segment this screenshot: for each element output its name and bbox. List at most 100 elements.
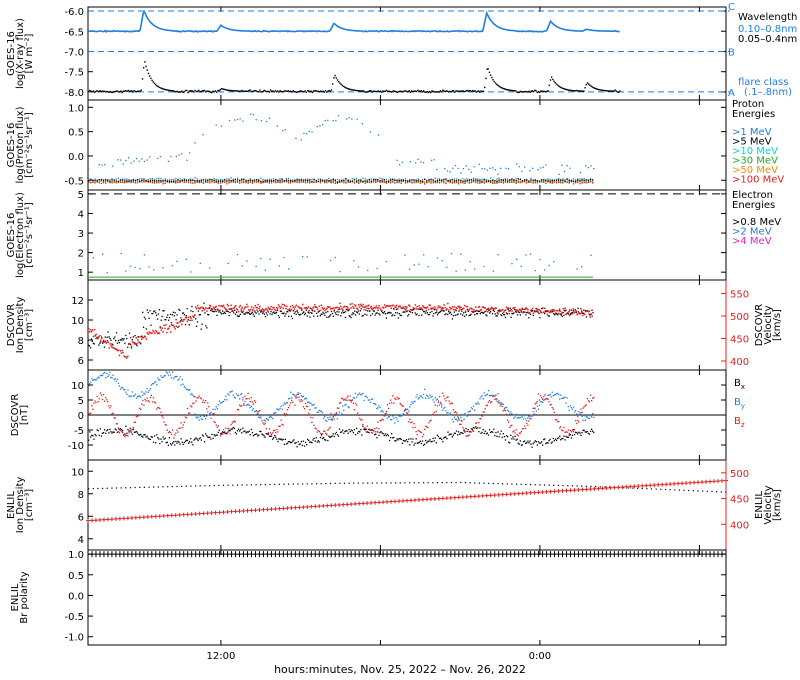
xray-short-point — [216, 91, 218, 93]
xray-short-point — [235, 90, 237, 92]
proton-point — [145, 180, 147, 183]
proton-point — [153, 179, 156, 181]
density-point — [430, 307, 432, 309]
proton-point — [549, 182, 551, 184]
by-point — [577, 415, 579, 418]
velocity-point — [409, 305, 411, 307]
density-point — [108, 336, 110, 338]
bx-point — [230, 428, 232, 430]
density-point — [170, 322, 173, 324]
bz-point — [550, 403, 552, 406]
velocity-point — [114, 347, 116, 350]
proton-point — [364, 181, 366, 183]
proton-point — [492, 181, 494, 184]
velocity-point — [130, 345, 133, 348]
bz-point — [586, 398, 588, 400]
xray-short-point — [297, 91, 299, 93]
proton-high-point — [316, 125, 318, 128]
density-point — [126, 337, 128, 340]
proton-point — [151, 182, 154, 184]
bx-point — [358, 430, 360, 433]
proton-point — [349, 180, 351, 182]
density-point — [387, 312, 389, 314]
xray-short-point — [196, 90, 199, 93]
proton-point — [222, 181, 224, 184]
by-point — [96, 377, 98, 380]
bz-point — [565, 431, 567, 433]
by-point — [359, 392, 361, 394]
bx-point — [548, 440, 550, 442]
proton-point — [183, 179, 185, 181]
density-point — [553, 313, 555, 315]
xray-short-point — [257, 91, 260, 93]
proton-point — [464, 180, 466, 182]
by-point — [88, 385, 90, 387]
velocity-point — [351, 303, 353, 305]
bz-point — [534, 403, 536, 405]
bx-point — [479, 427, 481, 429]
proton-point — [262, 180, 264, 182]
xray-short-point — [361, 90, 364, 92]
bz-point — [350, 400, 352, 402]
velocity-point — [383, 304, 386, 306]
bx-point — [275, 436, 277, 438]
by-point — [225, 395, 227, 397]
enlil-density-point — [627, 487, 629, 489]
proton-point — [264, 180, 266, 183]
density-point — [560, 314, 562, 316]
velocity-point — [372, 307, 375, 309]
by-point — [180, 384, 182, 386]
density-point — [432, 315, 434, 317]
proton-point — [194, 182, 196, 184]
density-point — [396, 312, 399, 314]
proton-point — [477, 182, 479, 184]
by-point — [263, 419, 265, 421]
by-point — [161, 376, 163, 379]
bz-point — [230, 424, 232, 426]
velocity-point — [537, 308, 539, 311]
by-point — [435, 399, 437, 401]
bz-point — [188, 412, 190, 414]
proton-point — [509, 180, 511, 183]
bz-point — [381, 418, 383, 420]
proton-high-point — [167, 160, 170, 162]
bz-point — [344, 398, 346, 400]
bz-point — [244, 395, 246, 397]
bz-point — [351, 399, 353, 401]
proton-point — [162, 180, 164, 182]
bx-point — [148, 438, 150, 440]
enlil-density-point — [111, 487, 113, 489]
velocity-point — [181, 323, 183, 326]
density-point — [459, 307, 461, 309]
proton-point — [307, 178, 309, 180]
velocity-point — [101, 337, 103, 339]
proton-point — [149, 178, 151, 180]
velocity-point — [253, 309, 256, 312]
xray-short-point — [267, 90, 269, 93]
bx-point — [290, 442, 292, 444]
proton-point — [387, 180, 390, 183]
xray-short-point — [141, 78, 144, 80]
bx-point — [267, 433, 269, 435]
proton-high-point — [361, 123, 364, 125]
proton-point — [587, 181, 590, 184]
velocity-point — [528, 312, 530, 315]
bx-point — [489, 431, 492, 434]
by-point — [488, 395, 491, 397]
velocity-point — [285, 307, 287, 310]
proton-high-point — [337, 115, 340, 117]
electron-point — [376, 267, 378, 270]
by-point — [177, 379, 179, 381]
velocity-point — [364, 306, 366, 308]
by-point — [243, 403, 245, 405]
proton-high-point — [133, 160, 135, 162]
xray-short-point — [195, 90, 198, 93]
velocity-point — [149, 331, 151, 334]
bz-point — [192, 403, 194, 405]
bx-point — [510, 434, 512, 436]
bx-point — [515, 439, 517, 441]
xray-short-point — [238, 90, 241, 92]
density-point — [451, 318, 454, 320]
enlil-density-point — [655, 488, 657, 490]
bz-point — [499, 405, 501, 407]
